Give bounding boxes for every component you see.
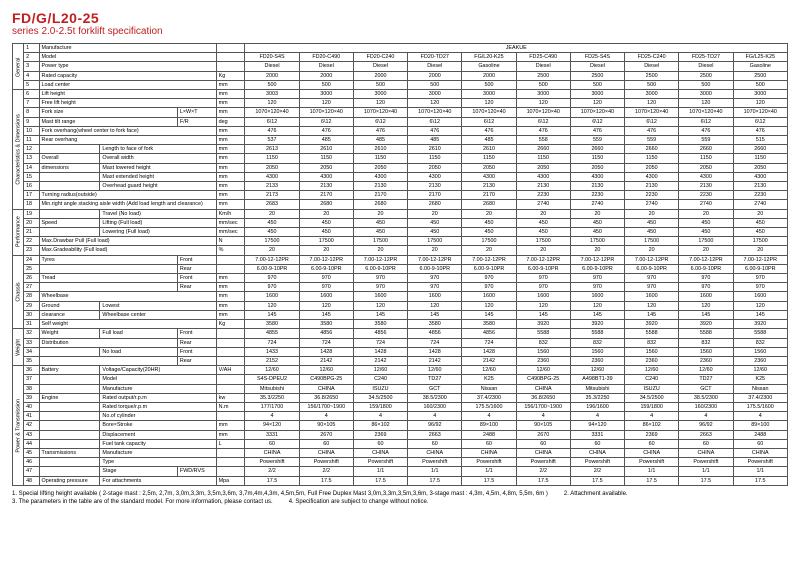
table-row: 14dimensionsMast lowered heightmm2050205… xyxy=(13,163,788,172)
table-row: 45TransmissionsManufactureCHINACHINACHIN… xyxy=(13,448,788,457)
table-row: 2ModelFD20-S4SFD20-C490FD20-C240FD20-TD2… xyxy=(13,53,788,62)
table-row: 48Operating pressureFor attachmentsMpa17… xyxy=(13,476,788,485)
table-row: 31Self weightKg3580358035803580358039203… xyxy=(13,320,788,329)
table-row: Weight32WeightFull loadFront485548564856… xyxy=(13,329,788,338)
table-row: 8Fork sizeL×W×Tmm1070×120×401070×120×401… xyxy=(13,108,788,117)
table-row: 44Fuel tank capacityL6060606060606060606… xyxy=(13,439,788,448)
table-row: 40Rated torque/r.p.mN.m177/1700156/1700~… xyxy=(13,402,788,411)
group-label: Chassis xyxy=(13,255,24,329)
table-row: 42Bore×Strokemm94×12090×10586×10296/9289… xyxy=(13,421,788,430)
table-row: 30clearanceWheelbase centermm14514514514… xyxy=(13,310,788,319)
table-row: General1ManufactureJEAKUE xyxy=(13,44,788,53)
group-label: General xyxy=(13,44,24,90)
table-row: 27Rearmm970970970970970970970970970970 xyxy=(13,283,788,292)
table-row: 41No.of cylinder4444444444 xyxy=(13,412,788,421)
table-row: 21Lowering (Full load)mm/sec450450450450… xyxy=(13,228,788,237)
table-row: 7Free lift heightmm120120120120120120120… xyxy=(13,99,788,108)
table-row: 33DistributionRear7247247247247248328328… xyxy=(13,338,788,347)
table-row: 23Max.Gradeability (Full load)%202020202… xyxy=(13,246,788,255)
table-row: 4Rated capacityKg20002000200020002000250… xyxy=(13,71,788,80)
group-label: Performance xyxy=(13,209,24,255)
page-subtitle: series 2.0-2.5t forklift specification xyxy=(12,26,788,37)
group-label: Characteristics & Dimensions xyxy=(13,90,24,210)
table-row: Power & Transmission36BatteryVoltage/Cap… xyxy=(13,366,788,375)
table-row: 22Max.Drawbar Pull (Full load)N175001750… xyxy=(13,237,788,246)
group-label: Weight xyxy=(13,329,24,366)
table-row: 39EngineRated output/r.p.mkw35.3/225036.… xyxy=(13,393,788,402)
table-row: 46TypePowershiftPowershiftPowershiftPowe… xyxy=(13,458,788,467)
table-row: 3Power typeDieselDieselDieselDieselGasol… xyxy=(13,62,788,71)
table-row: 34No loadFront14331428142814281428156015… xyxy=(13,347,788,356)
table-row: 37ModelS4S-DPEU2C490BPG-25C240TD27K25C49… xyxy=(13,375,788,384)
table-row: 28Wheelbasemm160016001600160016001600160… xyxy=(13,292,788,301)
table-row: Characteristics & Dimensions6Lift height… xyxy=(13,90,788,99)
table-row: Chassis24TyresFront7.00-12-12PR7.00-12-1… xyxy=(13,255,788,264)
table-row: 12Length to face of forkmm26132610261026… xyxy=(13,145,788,154)
table-row: 10Fork overhang(wheel center to fork fac… xyxy=(13,126,788,135)
group-label: Power & Transmission xyxy=(13,366,24,486)
table-row: 11Rear overhangmm53748548548548555855955… xyxy=(13,136,788,145)
table-row: 18Min.right angle stacking aisle width (… xyxy=(13,200,788,209)
table-row: 17Turning radius(outside)mm2173217021702… xyxy=(13,191,788,200)
table-row: 47StageFWD/RVS2/22/21/11/11/12/22/21/11/… xyxy=(13,467,788,476)
table-row: 15Mast extended heightmm4300430043004300… xyxy=(13,172,788,181)
table-row: 26TreadFrontmm97097097097097097097097097… xyxy=(13,274,788,283)
page-title: FD/G/L20-25 xyxy=(12,10,788,26)
table-row: 35Rear2152214221422142214223602360236023… xyxy=(13,356,788,365)
table-row: 43Displacementmm333126702369266324882670… xyxy=(13,430,788,439)
table-row: 38ManufactureMitsubishiCHINAISUZUGCTNiss… xyxy=(13,384,788,393)
spec-table: General1ManufactureJEAKUE2ModelFD20-S4SF… xyxy=(12,43,788,486)
table-row: 16Overhead guard heightmm213321302130213… xyxy=(13,182,788,191)
table-row: 20SpeedLifting (Full load)mm/sec45045045… xyxy=(13,218,788,227)
table-row: 5Load centermm50050050050050050050050050… xyxy=(13,80,788,89)
table-row: 13OverallOverall widthmm1150115011501150… xyxy=(13,154,788,163)
table-row: 9Mast tilt rangeF/Rdeg6\126\126\126\126\… xyxy=(13,117,788,126)
table-row: 29GroundLowestmm120120120120120120120120… xyxy=(13,301,788,310)
table-row: Performance19Travel (No load)Km/h2020202… xyxy=(13,209,788,218)
table-row: 25Rear6.00-9-10PR6.00-9-10PR6.00-9-10PR6… xyxy=(13,264,788,273)
footnotes: 1. Special lifting height available ( 2-… xyxy=(12,490,788,507)
